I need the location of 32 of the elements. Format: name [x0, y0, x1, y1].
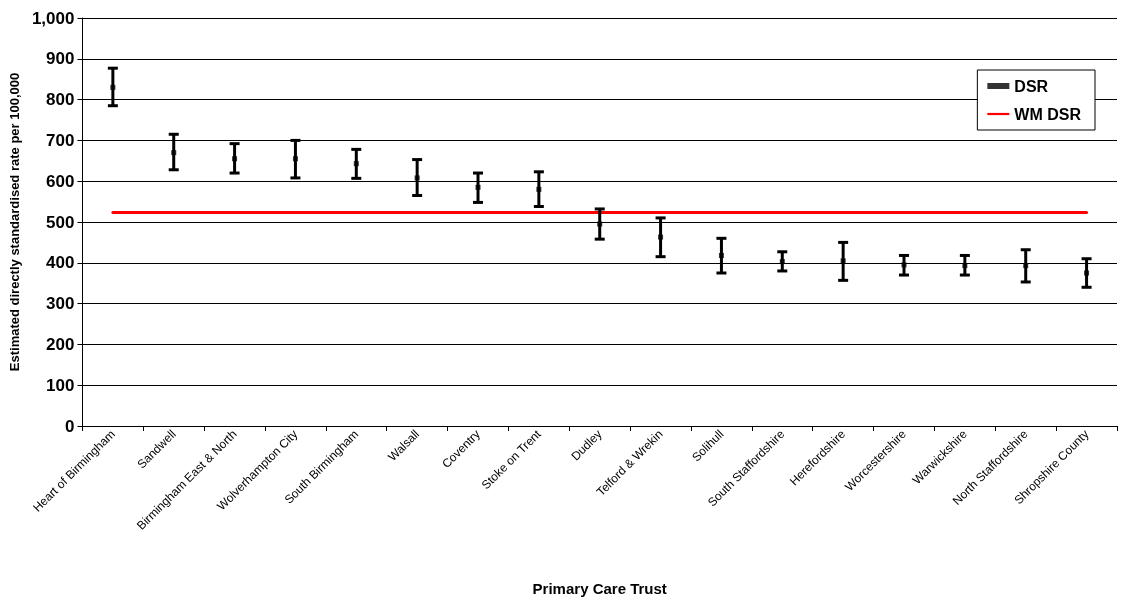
- point: [597, 221, 603, 227]
- point: [779, 259, 785, 265]
- y-tick-label: 900: [46, 49, 75, 69]
- y-tick-label: 600: [46, 171, 75, 191]
- point: [658, 234, 664, 240]
- point: [292, 156, 298, 162]
- y-tick-label: 500: [46, 212, 75, 232]
- point: [901, 262, 907, 268]
- point: [353, 161, 359, 167]
- legend-label: DSR: [1014, 77, 1049, 95]
- point: [1084, 270, 1090, 276]
- point: [718, 252, 724, 258]
- y-tick-label: 400: [46, 253, 75, 273]
- point: [840, 258, 846, 264]
- point: [962, 263, 968, 269]
- legend-label: WM DSR: [1014, 105, 1082, 123]
- point: [536, 186, 542, 192]
- y-tick-label: 800: [46, 90, 75, 110]
- point: [171, 150, 177, 156]
- y-tick-label: 100: [46, 375, 75, 395]
- x-axis-title: Primary Care Trust: [532, 580, 667, 597]
- y-tick-label: 300: [46, 294, 75, 314]
- y-tick-label: 700: [46, 130, 75, 150]
- y-tick-label: 200: [46, 334, 75, 354]
- point: [232, 156, 238, 162]
- y-tick-label: 1,000: [31, 8, 75, 28]
- y-tick-label: 0: [64, 416, 75, 436]
- point: [475, 184, 481, 190]
- y-axis-title: Estimated directly standardised rate per 100,000: [7, 72, 22, 372]
- point: [110, 84, 116, 90]
- point: [1023, 263, 1029, 269]
- point: [414, 175, 420, 181]
